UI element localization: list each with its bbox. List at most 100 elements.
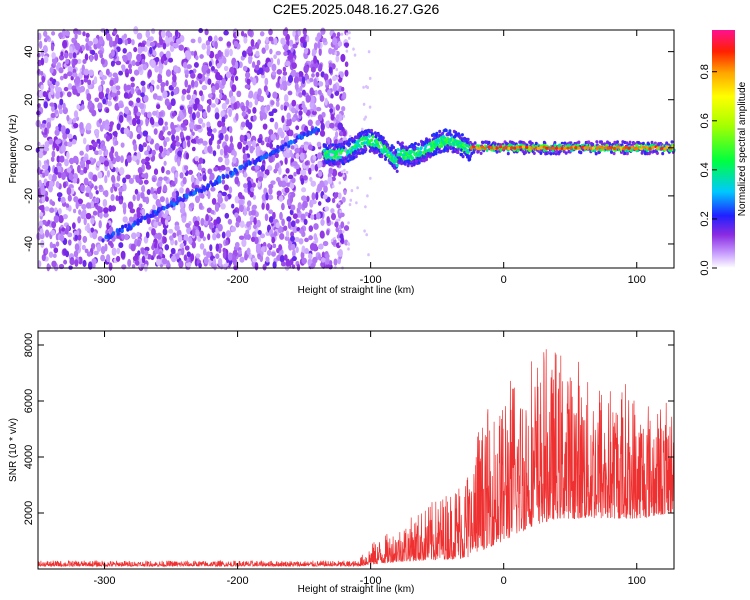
- spectrogram-cell: [313, 104, 317, 112]
- spectrogram-cell: [310, 263, 315, 269]
- spectrogram-cell: [574, 146, 578, 150]
- spectrogram-cell: [551, 146, 556, 150]
- spectrogram-cell: [59, 155, 65, 163]
- spectrogram-cell: [112, 72, 118, 78]
- spectrogram-cell: [43, 163, 49, 171]
- spectrogram-cell: [231, 171, 235, 176]
- spectrogram-cell: [241, 105, 246, 112]
- spectrogram-cell: [126, 155, 132, 163]
- spectrogram-cell: [146, 213, 150, 219]
- spectrogram-marks: [35, 26, 676, 272]
- spectrogram-cell: [130, 82, 135, 88]
- colorbar: 0.0 0.2 0.4 0.6 0.8 Normalized spectral ampl…: [699, 30, 748, 276]
- spectrogram-cell: [316, 152, 323, 160]
- spectrogram-cell: [283, 254, 288, 261]
- spectrogram-cell: [170, 247, 176, 255]
- spectrogram-cell: [310, 164, 316, 171]
- spectrogram-cell: [583, 146, 587, 150]
- spectrogram-cell: [66, 114, 70, 122]
- spectrogram-cell: [367, 134, 371, 138]
- spectrogram-cell: [335, 104, 341, 111]
- spectrogram-cell: [111, 231, 115, 236]
- spectrogram-cell: [656, 146, 660, 150]
- spectrogram-cell: [293, 171, 297, 177]
- spectrogram-cell: [67, 205, 72, 212]
- spectrogram-cell: [318, 47, 322, 56]
- spectrogram-cell: [612, 146, 617, 151]
- spectrogram-cell: [141, 208, 146, 217]
- spectrogram-cell: [282, 124, 287, 131]
- spectrogram-cell: [72, 58, 78, 65]
- spectrogram-cell: [326, 216, 330, 224]
- spectrogram-cell: [298, 238, 304, 245]
- spectrogram-cell: [47, 219, 51, 225]
- spectrogram-cell: [341, 196, 346, 203]
- spectrogram-cell: [284, 187, 290, 194]
- snr-xlabel: Height of straight line (km): [298, 584, 415, 595]
- spectrogram-cell: [124, 38, 128, 46]
- spectrogram-cell: [64, 52, 69, 59]
- spectrogram-cell: [41, 123, 46, 128]
- spectrogram-cell: [62, 181, 67, 189]
- spectrogram-cell: [65, 250, 70, 258]
- spectrogram-cell: [290, 145, 295, 150]
- spectrogram-cell: [331, 168, 338, 177]
- spectrogram-cell: [248, 161, 252, 166]
- spectrogram-cell: [286, 216, 292, 222]
- spectrogram-cell: [337, 192, 342, 200]
- spectrogram-cell: [310, 180, 317, 187]
- spectrogram-cell: [105, 33, 111, 41]
- spectrogram-cell: [495, 150, 499, 154]
- spectrogram-cell: [425, 157, 428, 162]
- spectrogram-cell: [96, 205, 102, 212]
- spectrogram-cell: [48, 173, 53, 181]
- spectrogram-cell: [327, 153, 330, 157]
- spectrogram-cell: [149, 41, 156, 47]
- spectrogram-cell: [234, 241, 240, 249]
- spectrogram-cell: [530, 146, 534, 150]
- spectrogram-cell: [101, 238, 105, 243]
- spectrogram-cell: [102, 98, 107, 105]
- spectrogram-cell: [136, 193, 141, 202]
- spectrogram-cell: [59, 91, 63, 98]
- spectrogram-cell: [85, 159, 91, 165]
- spectrogram-cell: [325, 253, 330, 259]
- spectrogram-cell: [143, 179, 149, 185]
- spectrogram-cell: [315, 71, 320, 78]
- spectrogram-cell: [212, 232, 217, 241]
- spectrogram-cell: [189, 191, 193, 196]
- spectrogram-cell: [346, 241, 350, 245]
- spectrogram-cell: [650, 140, 654, 145]
- spectrogram-cell: [319, 94, 325, 102]
- spectrogram-cell: [252, 257, 257, 263]
- spectrogram-cell: [71, 139, 77, 145]
- spectrogram-cell: [53, 215, 60, 223]
- spectrogram-cell: [60, 144, 66, 153]
- spectrogram-cell: [296, 263, 301, 271]
- spectrogram-cell: [214, 40, 218, 50]
- spectrogram-xlabel: Height of straight line (km): [298, 285, 415, 296]
- spectrogram-cell: [115, 195, 119, 202]
- spectrogram-cell: [355, 201, 358, 205]
- spectrogram-cell: [542, 145, 546, 149]
- spectrogram-cell: [206, 121, 211, 128]
- spectrogram-cell: [58, 108, 63, 115]
- spectrogram-cell: [456, 150, 460, 155]
- spectrogram-cell: [414, 147, 417, 151]
- spectrogram-cell: [214, 112, 220, 120]
- spectrogram-cell: [317, 114, 323, 122]
- spectrogram-cell: [141, 173, 147, 178]
- spectrogram-cell: [554, 146, 559, 150]
- spectrogram-cell: [158, 111, 164, 117]
- spectrogram-cell: [175, 200, 179, 205]
- spectrogram-cell: [38, 179, 42, 187]
- spectrogram-cell: [153, 194, 158, 200]
- spectrogram-cell: [238, 199, 244, 205]
- spectrogram-cell: [273, 54, 277, 60]
- spectrogram-cell: [344, 159, 348, 163]
- spectrogram-cell: [316, 141, 322, 148]
- spectrogram-cell: [518, 145, 523, 149]
- spectrogram-cell: [342, 136, 348, 142]
- spectrogram-cell: [297, 202, 302, 211]
- spectrogram-cell: [170, 98, 176, 107]
